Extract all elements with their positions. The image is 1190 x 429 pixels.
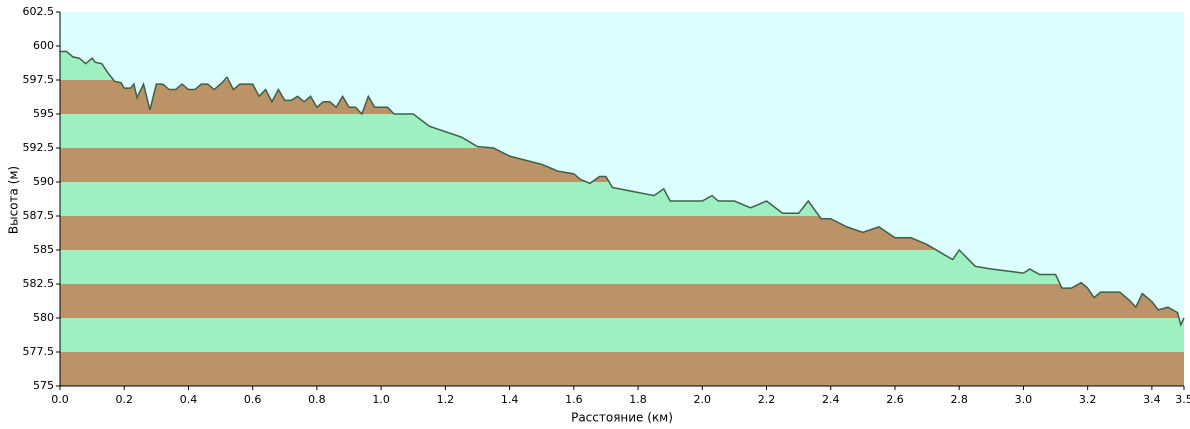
y-tick-label: 592.5 (23, 141, 55, 154)
x-tick-label: 1.0 (372, 393, 390, 406)
x-tick-label: 3.0 (1015, 393, 1033, 406)
y-tick-label: 595 (33, 107, 54, 120)
x-tick-label: 0.2 (115, 393, 133, 406)
x-tick-label: 0.0 (51, 393, 69, 406)
x-tick-label: 2.8 (950, 393, 968, 406)
x-tick-label: 3.5 (1175, 393, 1190, 406)
x-tick-label: 1.8 (629, 393, 647, 406)
x-tick-label: 0.6 (244, 393, 262, 406)
x-axis-title: Расстояние (км) (571, 411, 673, 425)
x-tick-label: 2.2 (758, 393, 776, 406)
y-tick-label: 582.5 (23, 277, 55, 290)
y-tick-label: 585 (33, 243, 54, 256)
y-tick-label: 590 (33, 175, 54, 188)
x-tick-label: 1.6 (565, 393, 583, 406)
y-tick-label: 587.5 (23, 209, 55, 222)
x-tick-label: 3.4 (1143, 393, 1161, 406)
x-tick-label: 1.4 (501, 393, 519, 406)
x-tick-label: 3.2 (1079, 393, 1097, 406)
band (60, 352, 1184, 386)
y-axis-title: Высота (м) (7, 166, 21, 234)
x-tick-label: 2.6 (886, 393, 904, 406)
x-tick-label: 2.4 (822, 393, 840, 406)
y-tick-label: 575 (33, 379, 54, 392)
y-tick-label: 580 (33, 311, 54, 324)
x-tick-label: 1.2 (437, 393, 455, 406)
y-tick-label: 600 (33, 39, 54, 52)
band (60, 318, 1184, 352)
x-tick-label: 0.8 (308, 393, 326, 406)
profile-line (60, 50, 1185, 327)
x-tick-label: 2.0 (694, 393, 712, 406)
y-tick-label: 597.5 (23, 73, 55, 86)
y-tick-label: 577.5 (23, 345, 55, 358)
y-tick-label: 602.5 (23, 5, 55, 18)
band (60, 284, 1184, 318)
x-tick-label: 0.4 (180, 393, 198, 406)
